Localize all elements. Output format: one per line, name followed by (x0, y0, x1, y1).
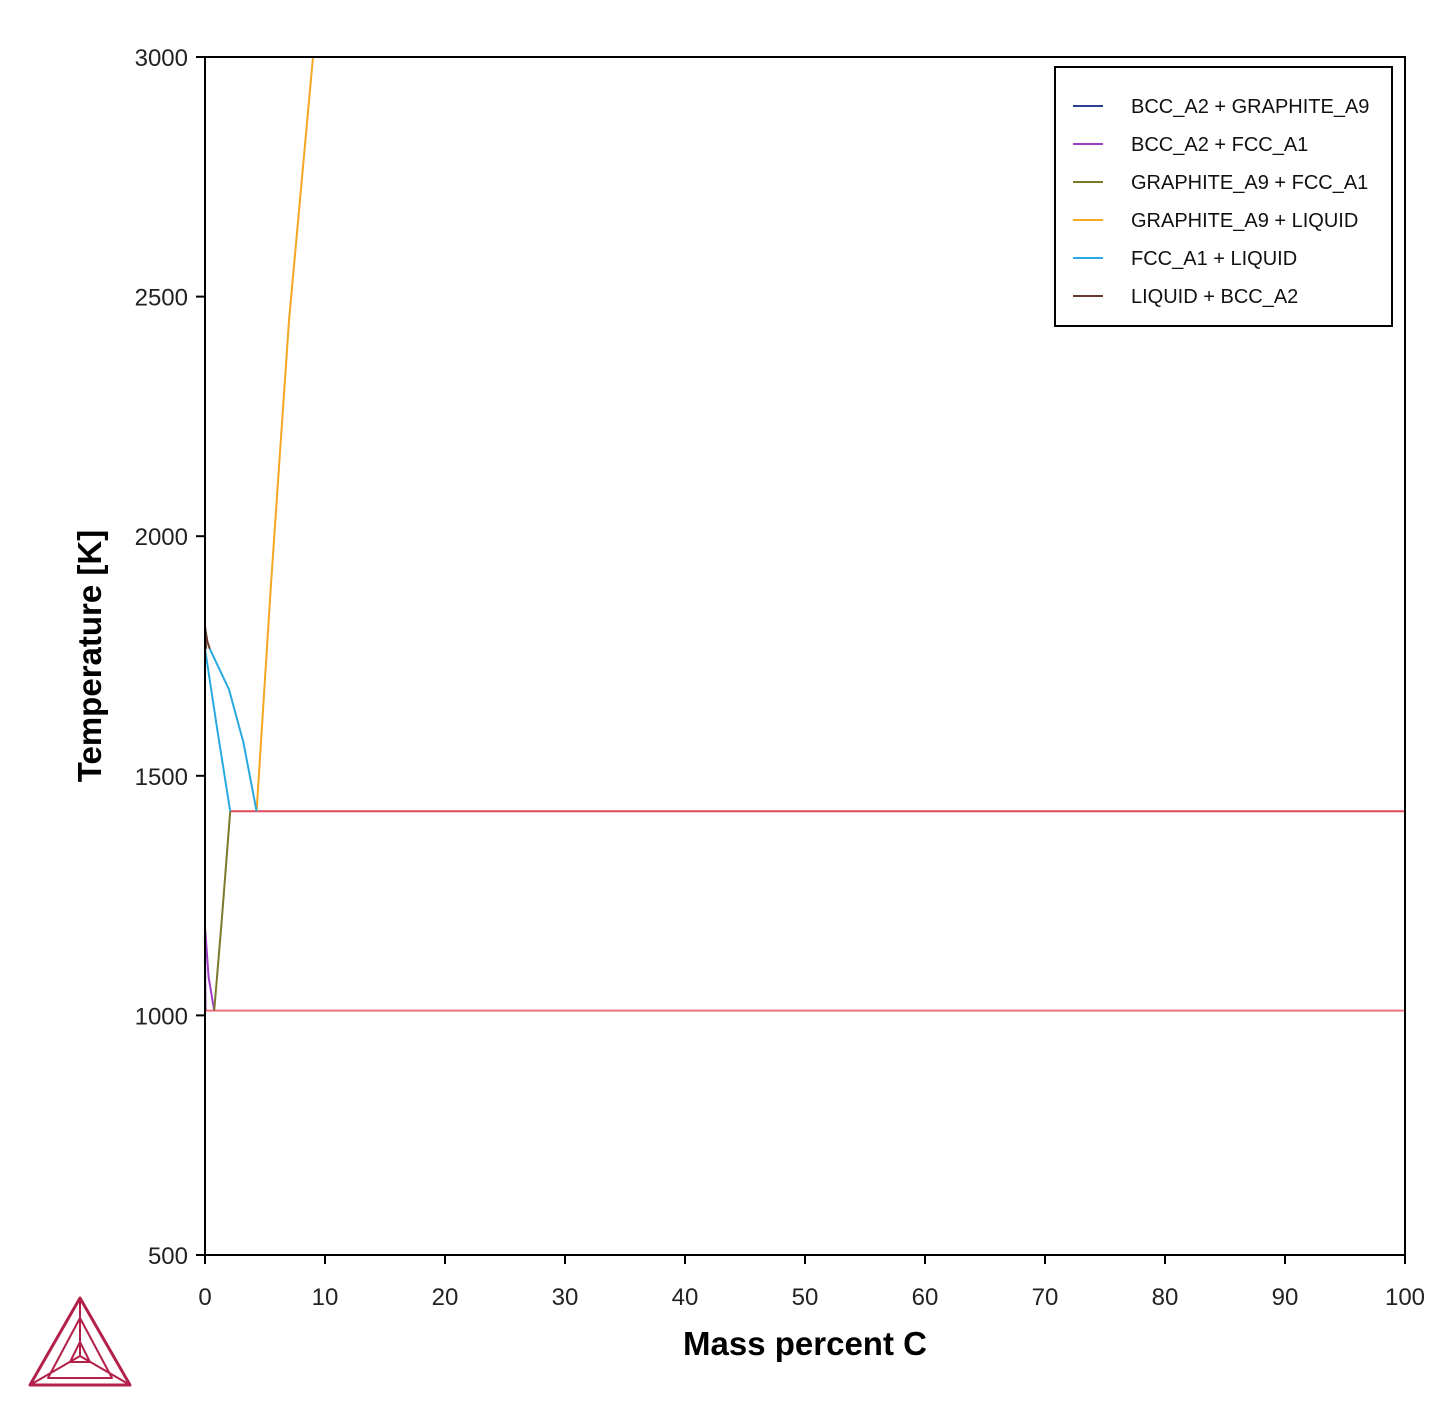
series-line-1-1 (204, 926, 216, 1011)
x-tick-label-2: 20 (432, 1284, 459, 1311)
legend-label-2: GRAPHITE_A9 + FCC_A1 (1131, 172, 1368, 194)
y-tick-label-0: 500 (148, 1243, 188, 1270)
x-axis-title: Mass percent C (683, 1325, 927, 1362)
x-tick-label-10: 100 (1385, 1284, 1425, 1311)
y-axis: 500 1000 1500 2000 2500 3000 (135, 45, 205, 1270)
x-tick-label-4: 40 (672, 1284, 699, 1311)
series-line-3-0 (255, 56, 314, 812)
legend-label-4: FCC_A1 + LIQUID (1131, 248, 1297, 270)
y-axis-title: Temperature [K] (71, 530, 108, 782)
series-line-4-0 (204, 648, 232, 812)
x-tick-label-3: 30 (552, 1284, 579, 1311)
x-tick-label-5: 50 (792, 1284, 819, 1311)
logo-outer-triangle (28, 1296, 132, 1387)
x-tick-label-8: 80 (1152, 1284, 1179, 1311)
triangle-logo-icon (28, 1296, 132, 1387)
series-line-4-1 (208, 648, 258, 812)
legend-box (1054, 66, 1393, 327)
x-axis: 0 10 20 30 40 50 60 70 80 90 100 (198, 1255, 1425, 1311)
y-tick-label-5: 3000 (135, 45, 188, 72)
y-tick-label-2: 1500 (135, 764, 188, 791)
logo-core-triangle (68, 1339, 92, 1363)
y-tick-label-1: 1000 (135, 1003, 188, 1030)
x-tick-label-1: 10 (312, 1284, 339, 1311)
y-tick-label-4: 2500 (135, 285, 188, 312)
legend-label-0: BCC_A2 + GRAPHITE_A9 (1131, 96, 1369, 118)
legend: BCC_A2 + GRAPHITE_A9 BCC_A2 + FCC_A1 GRAPH… (1054, 66, 1393, 327)
legend-label-1: BCC_A2 + FCC_A1 (1131, 134, 1308, 156)
x-tick-label-9: 90 (1272, 1284, 1299, 1311)
series-line-2-0 (213, 811, 232, 1011)
y-tick-label-3: 2000 (135, 524, 188, 551)
x-tick-label-0: 0 (198, 1284, 211, 1311)
legend-label-5: LIQUID + BCC_A2 (1131, 286, 1298, 308)
x-tick-label-7: 70 (1032, 1284, 1059, 1311)
legend-label-3: GRAPHITE_A9 + LIQUID (1131, 210, 1358, 232)
logo-inner-triangle (47, 1317, 113, 1379)
x-tick-label-6: 60 (912, 1284, 939, 1311)
